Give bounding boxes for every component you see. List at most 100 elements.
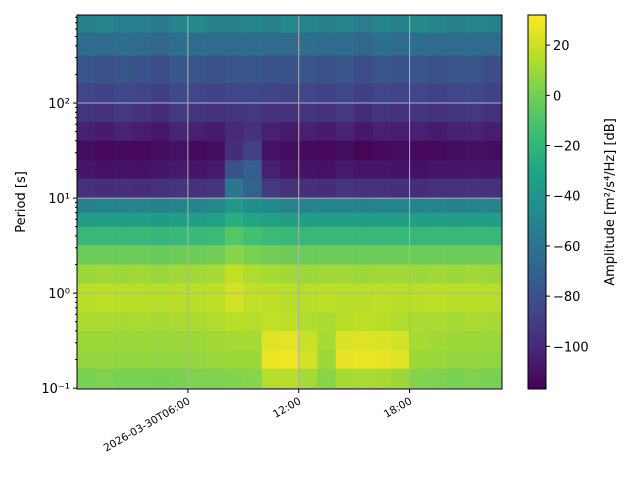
heatmap-cell bbox=[354, 122, 374, 142]
heatmap-cell bbox=[428, 103, 448, 123]
heatmap-cell bbox=[428, 198, 448, 214]
colorbar-swatch bbox=[528, 92, 546, 97]
heatmap-cell bbox=[243, 140, 263, 161]
heatmap-cell bbox=[335, 160, 355, 180]
heatmap-cell bbox=[206, 103, 226, 123]
heatmap-cell bbox=[465, 160, 485, 180]
colorbar-swatch bbox=[528, 99, 546, 103]
heatmap-cell bbox=[483, 264, 503, 285]
colorbar-swatch bbox=[528, 86, 546, 91]
heatmap-cell bbox=[243, 226, 263, 246]
colorbar-swatch bbox=[528, 354, 546, 359]
heatmap-cell bbox=[317, 160, 337, 180]
heatmap-cell bbox=[187, 312, 207, 332]
heatmap-cell bbox=[391, 83, 411, 104]
heatmap-cell bbox=[187, 283, 207, 313]
heatmap-cell bbox=[150, 140, 170, 161]
heatmap-cell bbox=[206, 32, 226, 57]
heatmap-cell bbox=[317, 226, 337, 246]
heatmap-cell bbox=[446, 212, 466, 228]
heatmap-cell bbox=[187, 368, 207, 390]
heatmap-cell bbox=[95, 178, 115, 199]
heatmap-cell bbox=[483, 122, 503, 142]
heatmap-cell bbox=[428, 160, 448, 180]
heatmap-cell bbox=[354, 283, 374, 313]
heatmap-cell bbox=[335, 312, 355, 332]
colorbar-swatch bbox=[528, 189, 546, 194]
heatmap-cell bbox=[261, 178, 281, 199]
heatmap-cell bbox=[483, 32, 503, 57]
colorbar-swatch bbox=[528, 304, 546, 309]
heatmap-cell bbox=[150, 198, 170, 214]
heatmap-cell bbox=[280, 283, 300, 313]
heatmap-cell bbox=[335, 103, 355, 123]
heatmap-cell bbox=[95, 103, 115, 123]
heatmap-cell bbox=[77, 198, 96, 214]
heatmap-cell bbox=[206, 55, 226, 85]
heatmap-cell bbox=[113, 122, 133, 142]
colorbar-swatch bbox=[528, 245, 546, 250]
heatmap-cell bbox=[77, 283, 96, 313]
heatmap-cell bbox=[113, 245, 133, 266]
heatmap-cell bbox=[483, 226, 503, 246]
heatmap-cell bbox=[354, 15, 374, 34]
colorbar-swatch bbox=[528, 279, 546, 284]
heatmap-cell bbox=[317, 15, 337, 34]
heatmap-cell bbox=[95, 83, 115, 104]
heatmap-cell bbox=[206, 312, 226, 332]
heatmap-cell bbox=[132, 283, 152, 313]
colorbar-swatch bbox=[528, 77, 546, 81]
heatmap-cell bbox=[483, 350, 503, 370]
colorbar-swatch bbox=[528, 192, 546, 197]
heatmap-cell bbox=[446, 283, 466, 313]
colorbar-swatch bbox=[528, 273, 546, 278]
heatmap-cell bbox=[243, 103, 263, 123]
heatmap-cell bbox=[298, 212, 318, 228]
heatmap-cell bbox=[335, 368, 355, 390]
heatmap-cell bbox=[113, 368, 133, 390]
heatmap-cell bbox=[150, 15, 170, 34]
colorbar-swatch bbox=[528, 170, 546, 175]
heatmap-cell bbox=[391, 330, 411, 351]
heatmap-cell bbox=[317, 140, 337, 161]
heatmap-cell bbox=[391, 245, 411, 266]
heatmap-cell bbox=[317, 103, 337, 123]
colorbar-tick-label: −100 bbox=[553, 340, 589, 355]
colorbar-swatch bbox=[528, 261, 546, 265]
heatmap-cell bbox=[409, 122, 429, 142]
heatmap-cell bbox=[354, 32, 374, 57]
colorbar-swatch bbox=[528, 264, 546, 268]
colorbar-swatch bbox=[528, 177, 546, 181]
heatmap-cell bbox=[428, 312, 448, 332]
heatmap-cell bbox=[391, 350, 411, 370]
colorbar-swatch bbox=[528, 314, 546, 318]
heatmap-cell bbox=[206, 330, 226, 351]
heatmap-cell bbox=[150, 283, 170, 313]
heatmap-cell bbox=[391, 283, 411, 313]
heatmap-cell bbox=[372, 245, 392, 266]
colorbar-swatch bbox=[528, 64, 546, 69]
heatmap-cell bbox=[77, 312, 96, 332]
colorbar-swatch bbox=[528, 267, 546, 271]
heatmap-cell bbox=[187, 122, 207, 142]
heatmap-cell bbox=[77, 226, 96, 246]
heatmap-cell bbox=[428, 15, 448, 34]
heatmap-cell bbox=[261, 368, 281, 390]
heatmap-cell bbox=[95, 283, 115, 313]
heatmap-cell bbox=[95, 330, 115, 351]
heatmap-cell bbox=[465, 122, 485, 142]
heatmap-cell bbox=[428, 32, 448, 57]
colorbar-swatch bbox=[528, 39, 546, 44]
colorbar-swatch bbox=[528, 376, 546, 381]
heatmap-cell bbox=[465, 15, 485, 34]
colorbar-swatch bbox=[528, 214, 546, 218]
colorbar-swatch bbox=[528, 373, 546, 377]
colorbar-swatch bbox=[528, 254, 546, 259]
heatmap-cell bbox=[409, 264, 429, 285]
heatmap-cell bbox=[169, 32, 189, 57]
heatmap-cell bbox=[77, 103, 96, 123]
colorbar-swatch bbox=[528, 161, 546, 165]
colorbar-swatch bbox=[528, 127, 546, 131]
heatmap-cell bbox=[150, 160, 170, 180]
heatmap-cell bbox=[317, 245, 337, 266]
